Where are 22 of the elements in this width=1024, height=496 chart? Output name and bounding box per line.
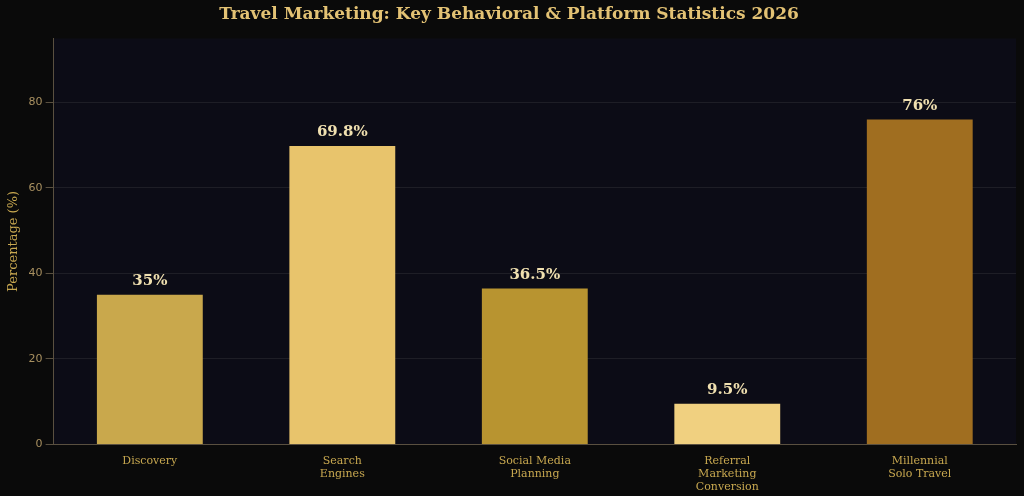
- bar: [674, 403, 781, 444]
- x-tick-label: Millennial Solo Travel: [888, 453, 952, 481]
- bar: [866, 119, 973, 444]
- data-label: 35%: [132, 271, 168, 290]
- data-label: 36.5%: [509, 264, 561, 283]
- bar: [289, 146, 396, 444]
- x-tick-label: Referral Marketing Conversion: [695, 453, 759, 494]
- y-tick-label: 20: [28, 351, 43, 365]
- y-tick-label: 40: [28, 266, 43, 280]
- data-label: 76%: [902, 95, 938, 114]
- x-tick-label: Search Engines: [319, 453, 366, 481]
- data-label: 69.8%: [316, 122, 368, 141]
- chart-title: Travel Marketing: Key Behavioral & Platform Statistics 2026: [219, 2, 799, 23]
- y-tick-label: 0: [35, 437, 43, 451]
- data-label: 9.5%: [707, 380, 748, 399]
- y-tick-label: 60: [28, 180, 43, 194]
- y-axis-title: Percentage (%): [5, 190, 21, 292]
- x-tick-label: Social Media Planning: [498, 453, 572, 481]
- x-tick-label: Discovery: [122, 453, 179, 467]
- y-tick-label: 80: [28, 95, 43, 109]
- bar: [481, 288, 588, 444]
- bar: [96, 294, 203, 444]
